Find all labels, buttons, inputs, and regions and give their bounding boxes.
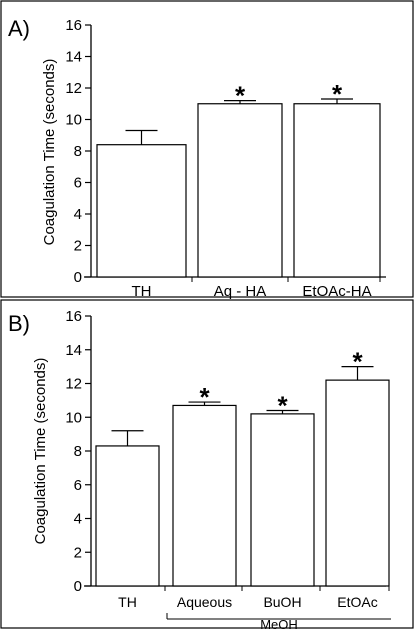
panel-a-plot: 0 2 4 6 8 10 12 14 16 TH * Aq - HA * EtOAc-HA	[65, 17, 386, 300]
panel-b-y-tick-label: 6	[74, 477, 82, 494]
panel-a-y-tick-label: 6	[74, 175, 82, 192]
panel-a-y-tick-label: 4	[74, 206, 82, 223]
panel-a-bar	[96, 144, 187, 278]
panel-b-y-axis-label: Coagulation Time (seconds)	[32, 358, 49, 545]
panel-a-significance-mark: *	[332, 79, 343, 109]
panel-b-category-label: TH	[118, 594, 137, 610]
panel-a-y-tick-label: 16	[65, 17, 82, 34]
panel-b-y-tick-label: 0	[74, 578, 82, 595]
panel-a-y-tick-label: 2	[74, 238, 82, 255]
panel-b-y-tick-label: 14	[65, 342, 82, 359]
panel-b-category-label: Aqueous	[177, 594, 232, 610]
panel-b-significance-mark: *	[199, 382, 210, 412]
panel-b-category-label: BuOH	[263, 594, 301, 610]
panel-a-category-label: Aq - HA	[214, 283, 267, 300]
panel-b-label: B)	[8, 311, 30, 336]
panel-b-y-tick-label: 8	[74, 443, 82, 460]
panel-a-label: A)	[8, 16, 30, 41]
panel-b-bar	[250, 413, 315, 587]
panel-b-group-label: MeOH	[260, 617, 298, 630]
panel-b-y-tick-label: 12	[65, 376, 82, 393]
panel-a-y-tick-label: 14	[65, 49, 82, 66]
panel-a-y-tick-label: 0	[74, 269, 82, 286]
panel-a-bar	[197, 103, 283, 278]
panel-b-y-tick-label: 10	[65, 409, 82, 426]
panel-a-significance-mark: *	[235, 81, 246, 111]
panel-a-y-axis-label: Coagulation Time (seconds)	[41, 59, 58, 246]
panel-b-significance-mark: *	[277, 391, 288, 421]
panel-a-y-tick-label: 10	[65, 112, 82, 129]
panel-b-bar	[172, 404, 237, 587]
panel-a-y-tick-label: 12	[65, 80, 82, 97]
panel-b-frame	[0, 299, 414, 629]
panel-a-category-label: EtOAc-HA	[302, 283, 371, 300]
panel-b-bar	[325, 379, 390, 587]
panel-b-significance-mark: *	[352, 347, 363, 377]
panel-b-y-tick-label: 4	[74, 511, 82, 528]
panel-a-y-tick-label: 8	[74, 143, 82, 160]
panel-b-bar	[95, 445, 160, 587]
panel-b-plot: 0 2 4 6 8 10 12 14 16 TH * Aqueous * BuOH * EtOAc MeOH	[65, 308, 391, 630]
panel-b-y-tick-label: 2	[74, 544, 82, 561]
panel-a-bar	[293, 103, 381, 278]
panel-b-y-tick-label: 16	[65, 308, 82, 325]
panel-b-category-label: EtOAc	[337, 594, 377, 610]
panel-a-category-label: TH	[132, 283, 152, 300]
panel-a-frame	[0, 0, 414, 298]
